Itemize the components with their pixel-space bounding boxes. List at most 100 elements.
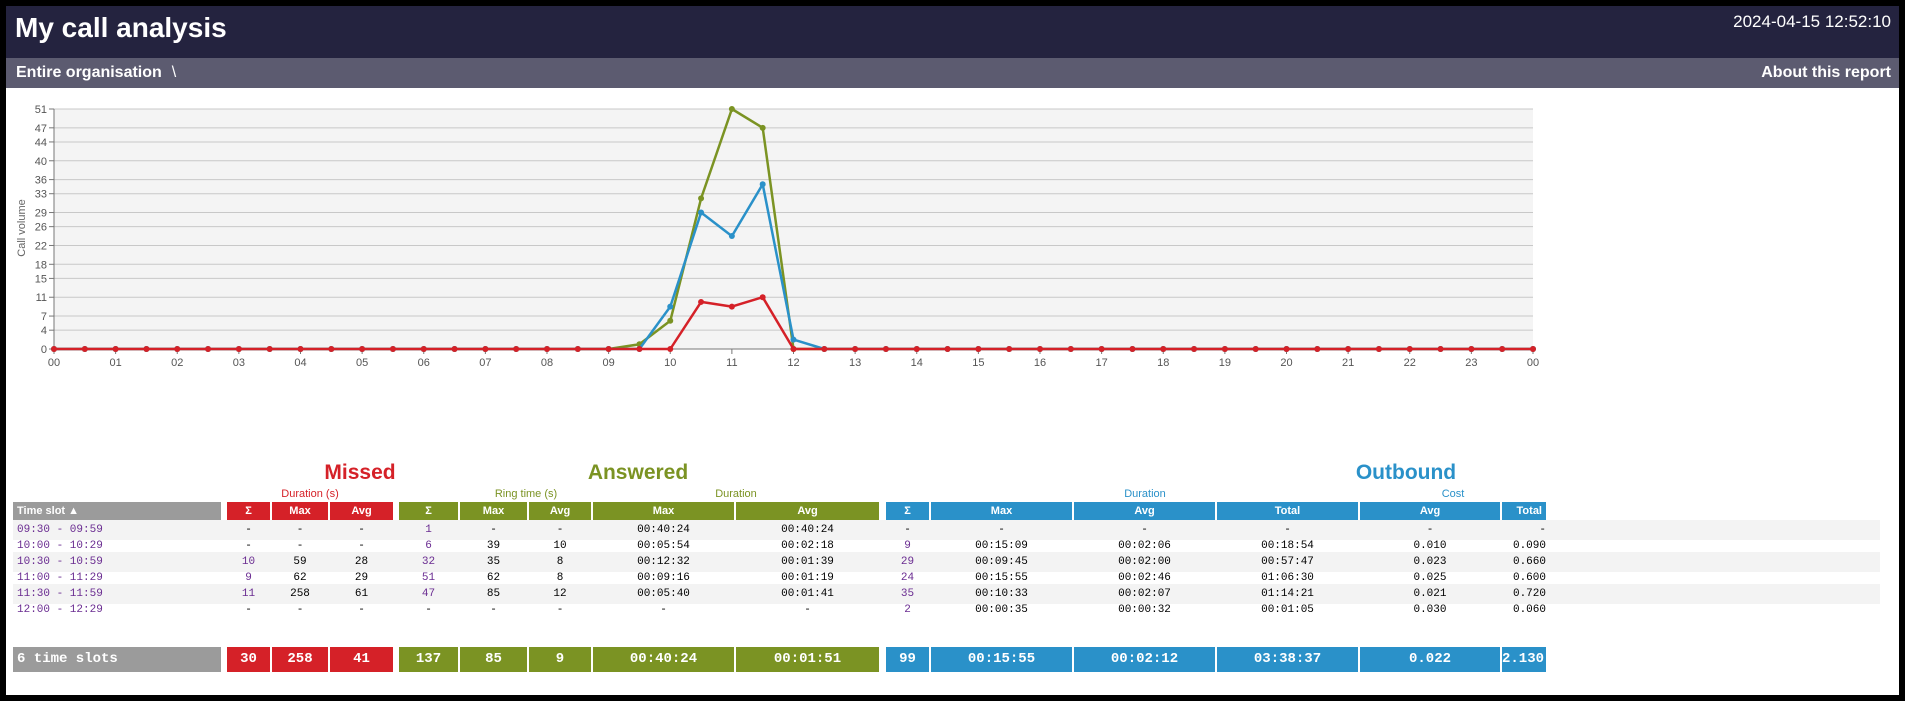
x-tick-label: 11 bbox=[726, 357, 737, 369]
answered-duration-max-cell: 00:05:54 bbox=[637, 540, 690, 552]
outbound-data-point bbox=[667, 303, 674, 310]
outbound-duration-total-header: Total bbox=[1217, 502, 1358, 520]
outbound-cost-avg-header: Avg bbox=[1360, 502, 1500, 520]
missed-data-point bbox=[728, 303, 735, 310]
missed-data-point bbox=[1160, 346, 1167, 352]
missed-avg-cell: - bbox=[358, 604, 365, 616]
missed-data-point bbox=[667, 346, 674, 352]
outbound-cost-total-cell: 0.720 bbox=[1512, 588, 1546, 600]
x-tick-label: 22 bbox=[1404, 357, 1416, 369]
time-slot-cell[interactable]: 12:00 - 12:29 bbox=[17, 604, 103, 616]
x-tick-label: 00 bbox=[1527, 357, 1539, 369]
missed-data-point bbox=[51, 346, 57, 352]
answered-duration-avg-cell: 00:01:39 bbox=[781, 556, 834, 568]
answered-group-title: Answered bbox=[587, 461, 689, 484]
outbound-cost-avg-cell: 0.023 bbox=[1413, 556, 1447, 568]
missed-max-cell: - bbox=[296, 604, 304, 616]
answered-data-point bbox=[728, 106, 735, 112]
outbound-duration-max-cell: 00:00:35 bbox=[975, 604, 1028, 616]
x-tick-label: 04 bbox=[294, 357, 306, 369]
breadcrumb-item-entire-organisation[interactable]: Entire organisation bbox=[16, 64, 162, 81]
report-timestamp: 2024-04-15 12:52:10 bbox=[1733, 12, 1891, 31]
answered-ring-max-cell: 39 bbox=[486, 540, 501, 552]
outbound-count-total: 99 bbox=[886, 647, 929, 672]
outbound-count-cell[interactable]: 29 bbox=[900, 556, 915, 568]
outbound-duration-total-cell: 00:18:54 bbox=[1261, 540, 1314, 552]
answered-duration-max-cell: 00:12:32 bbox=[637, 556, 690, 568]
outbound-duration-avg-cell: 00:02:46 bbox=[1118, 572, 1171, 584]
missed-data-point bbox=[389, 346, 396, 352]
outbound-data-point bbox=[790, 336, 797, 343]
missed-data-point bbox=[143, 346, 150, 352]
outbound-cost-avg-cell: 0.030 bbox=[1413, 604, 1447, 616]
outbound-count-cell[interactable]: 35 bbox=[900, 588, 915, 600]
table-row bbox=[13, 552, 1880, 572]
answered-ring-avg-header: Avg bbox=[529, 502, 591, 520]
missed-count-cell[interactable]: 9 bbox=[245, 572, 252, 584]
missed-count-cell: - bbox=[245, 524, 252, 536]
missed-count-cell[interactable]: 11 bbox=[241, 588, 256, 600]
outbound-duration-total-cell: 01:06:30 bbox=[1261, 572, 1314, 584]
missed-max-cell: - bbox=[296, 540, 304, 552]
missed-data-point bbox=[1437, 346, 1444, 352]
missed-max-cell: 258 bbox=[290, 588, 310, 600]
missed-max-cell: - bbox=[296, 524, 304, 536]
missed-data-point bbox=[1375, 346, 1382, 352]
y-tick-label: 44 bbox=[35, 137, 47, 149]
outbound-cost-avg-cell: 0.025 bbox=[1413, 572, 1447, 584]
y-tick-label: 29 bbox=[35, 208, 47, 220]
plot-background bbox=[54, 109, 1533, 349]
outbound-group-title: Outbound bbox=[1355, 461, 1457, 484]
y-tick-label: 47 bbox=[35, 123, 47, 135]
answered-count-cell[interactable]: 1 bbox=[425, 524, 432, 536]
y-tick-label: 0 bbox=[41, 344, 47, 356]
time-slot-cell[interactable]: 10:00 - 10:29 bbox=[17, 540, 103, 552]
answered-duration-max-cell: 00:09:16 bbox=[637, 572, 690, 584]
missed-data-point bbox=[1006, 346, 1013, 352]
outbound-duration-avg-total: 00:02:12 bbox=[1074, 647, 1215, 672]
answered-data-point bbox=[759, 124, 766, 131]
about-report-link[interactable]: About this report bbox=[1761, 64, 1891, 81]
answered-count-total: 137 bbox=[399, 647, 458, 672]
answered-count-cell[interactable]: 47 bbox=[421, 588, 436, 600]
answered-count-cell[interactable]: 32 bbox=[421, 556, 436, 568]
x-tick-label: 18 bbox=[1157, 357, 1169, 369]
time-slot-cell[interactable]: 10:30 - 10:59 bbox=[17, 556, 103, 568]
outbound-count-cell[interactable]: 9 bbox=[904, 540, 911, 552]
x-tick-label: 01 bbox=[110, 357, 122, 369]
outbound-duration-total-cell: 00:01:05 bbox=[1261, 604, 1314, 616]
outbound-cost-avg-cell: 0.021 bbox=[1413, 588, 1447, 600]
time-slot-cell[interactable]: 11:00 - 11:29 bbox=[17, 572, 103, 584]
missed-data-point bbox=[1314, 346, 1321, 352]
breadcrumb[interactable]: Entire organisation \ bbox=[16, 64, 176, 82]
missed-data-point bbox=[1406, 346, 1413, 352]
missed-avg-total: 41 bbox=[330, 647, 393, 672]
answered-ring-max-header: Max bbox=[460, 502, 527, 520]
answered-count-cell[interactable]: 51 bbox=[421, 572, 436, 584]
time-slot-cell[interactable]: 09:30 - 09:59 bbox=[17, 524, 103, 536]
outbound-cost-label: Cost bbox=[1441, 488, 1465, 500]
missed-count-cell[interactable]: 10 bbox=[241, 556, 256, 568]
missed-avg-header: Avg bbox=[330, 502, 393, 520]
missed-data-point bbox=[975, 346, 982, 352]
x-tick-label: 09 bbox=[603, 357, 615, 369]
answered-count-header: Σ bbox=[399, 502, 458, 520]
time-slot-cell[interactable]: 11:30 - 11:59 bbox=[17, 588, 103, 600]
missed-data-point bbox=[1221, 346, 1228, 352]
outbound-data-point bbox=[759, 181, 766, 188]
missed-data-point bbox=[1037, 346, 1043, 352]
answered-duration-max-cell: 00:05:40 bbox=[637, 588, 690, 600]
missed-data-point bbox=[81, 346, 88, 352]
missed-count-cell: - bbox=[245, 540, 252, 552]
sort-time-slot-header[interactable]: Time slot ▲ bbox=[13, 502, 221, 520]
answered-duration-max-header: Max bbox=[593, 502, 734, 520]
outbound-cost-avg-total: 0.022 bbox=[1360, 647, 1500, 672]
answered-count-cell[interactable]: 6 bbox=[425, 540, 432, 552]
title-bar: My call analysis 2024-04-15 12:52:10 bbox=[6, 6, 1899, 58]
outbound-count-cell[interactable]: 24 bbox=[900, 572, 915, 584]
answered-ring-avg-cell: 8 bbox=[556, 572, 564, 584]
outbound-duration-total-total: 03:38:37 bbox=[1217, 647, 1358, 672]
outbound-count-cell[interactable]: 2 bbox=[904, 604, 911, 616]
missed-data-point bbox=[235, 346, 242, 352]
